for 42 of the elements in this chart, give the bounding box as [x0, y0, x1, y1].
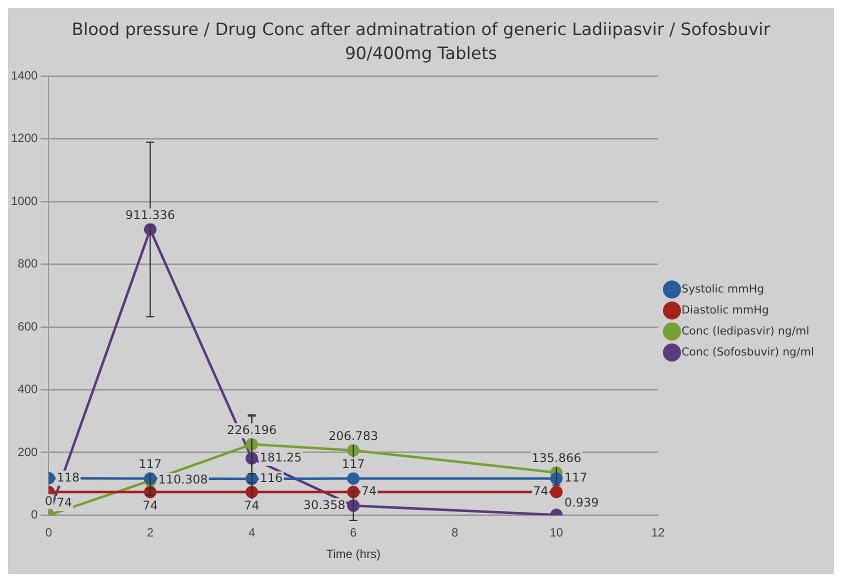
x-tick-label: 4: [248, 526, 256, 540]
y-tick-label: 1200: [10, 131, 38, 146]
data-label: 74: [244, 498, 260, 513]
data-label: 117: [342, 457, 365, 472]
y-tick-label: 600: [18, 319, 38, 334]
y-tick-label: 1000: [10, 194, 38, 208]
y-tick-label: 200: [18, 444, 38, 459]
y-tick-label: 0: [31, 508, 38, 522]
data-label: 0.939: [564, 496, 599, 510]
data-label: 74: [56, 496, 72, 510]
x-tick-label: 2: [146, 526, 154, 540]
legend-label: Conc (Sofosbuvir) ng/ml: [681, 345, 814, 358]
point: [550, 486, 563, 498]
data-label: 116: [260, 470, 283, 485]
data-label: 0: [44, 494, 53, 508]
data-label: 117: [564, 470, 588, 485]
data-label: 226.196: [226, 422, 277, 437]
data-label: 74: [533, 484, 548, 498]
data-label: 74: [142, 498, 158, 513]
data-label: 117: [138, 457, 162, 472]
data-label: 30.358: [303, 498, 346, 512]
data-label: 911.336: [125, 208, 176, 222]
x-tick-label: 6: [350, 526, 357, 540]
point: [347, 472, 360, 485]
legend-label: Conc (ledipasvir) ng/ml: [681, 324, 810, 338]
chart-title: Blood pressure / Drug Conc after adminatration of generic Ladiipasvir / Sofosbuvir 90/400mg Tablets: [70, 19, 772, 66]
x-tick-label: 10: [550, 526, 564, 540]
data-label: 135.866: [532, 451, 582, 466]
data-label: 181.25: [260, 450, 302, 464]
legend-label: Diastolic mmHg: [681, 303, 769, 316]
x-axis-title: Time (hrs): [326, 547, 380, 562]
y-tick-label: 800: [18, 256, 38, 271]
x-tick-label: 8: [452, 526, 459, 540]
x-tick-label: 0: [45, 526, 52, 540]
data-label: 206.783: [328, 428, 378, 443]
data-label: 110.308: [158, 472, 208, 487]
data-label: 118: [56, 470, 80, 484]
x-tick-label: 12: [651, 526, 665, 540]
legend-label: Systolic mmHg: [681, 282, 764, 296]
y-tick-label: 400: [18, 382, 38, 396]
y-tick-label: 1400: [10, 68, 38, 83]
data-label: 74: [361, 484, 377, 498]
